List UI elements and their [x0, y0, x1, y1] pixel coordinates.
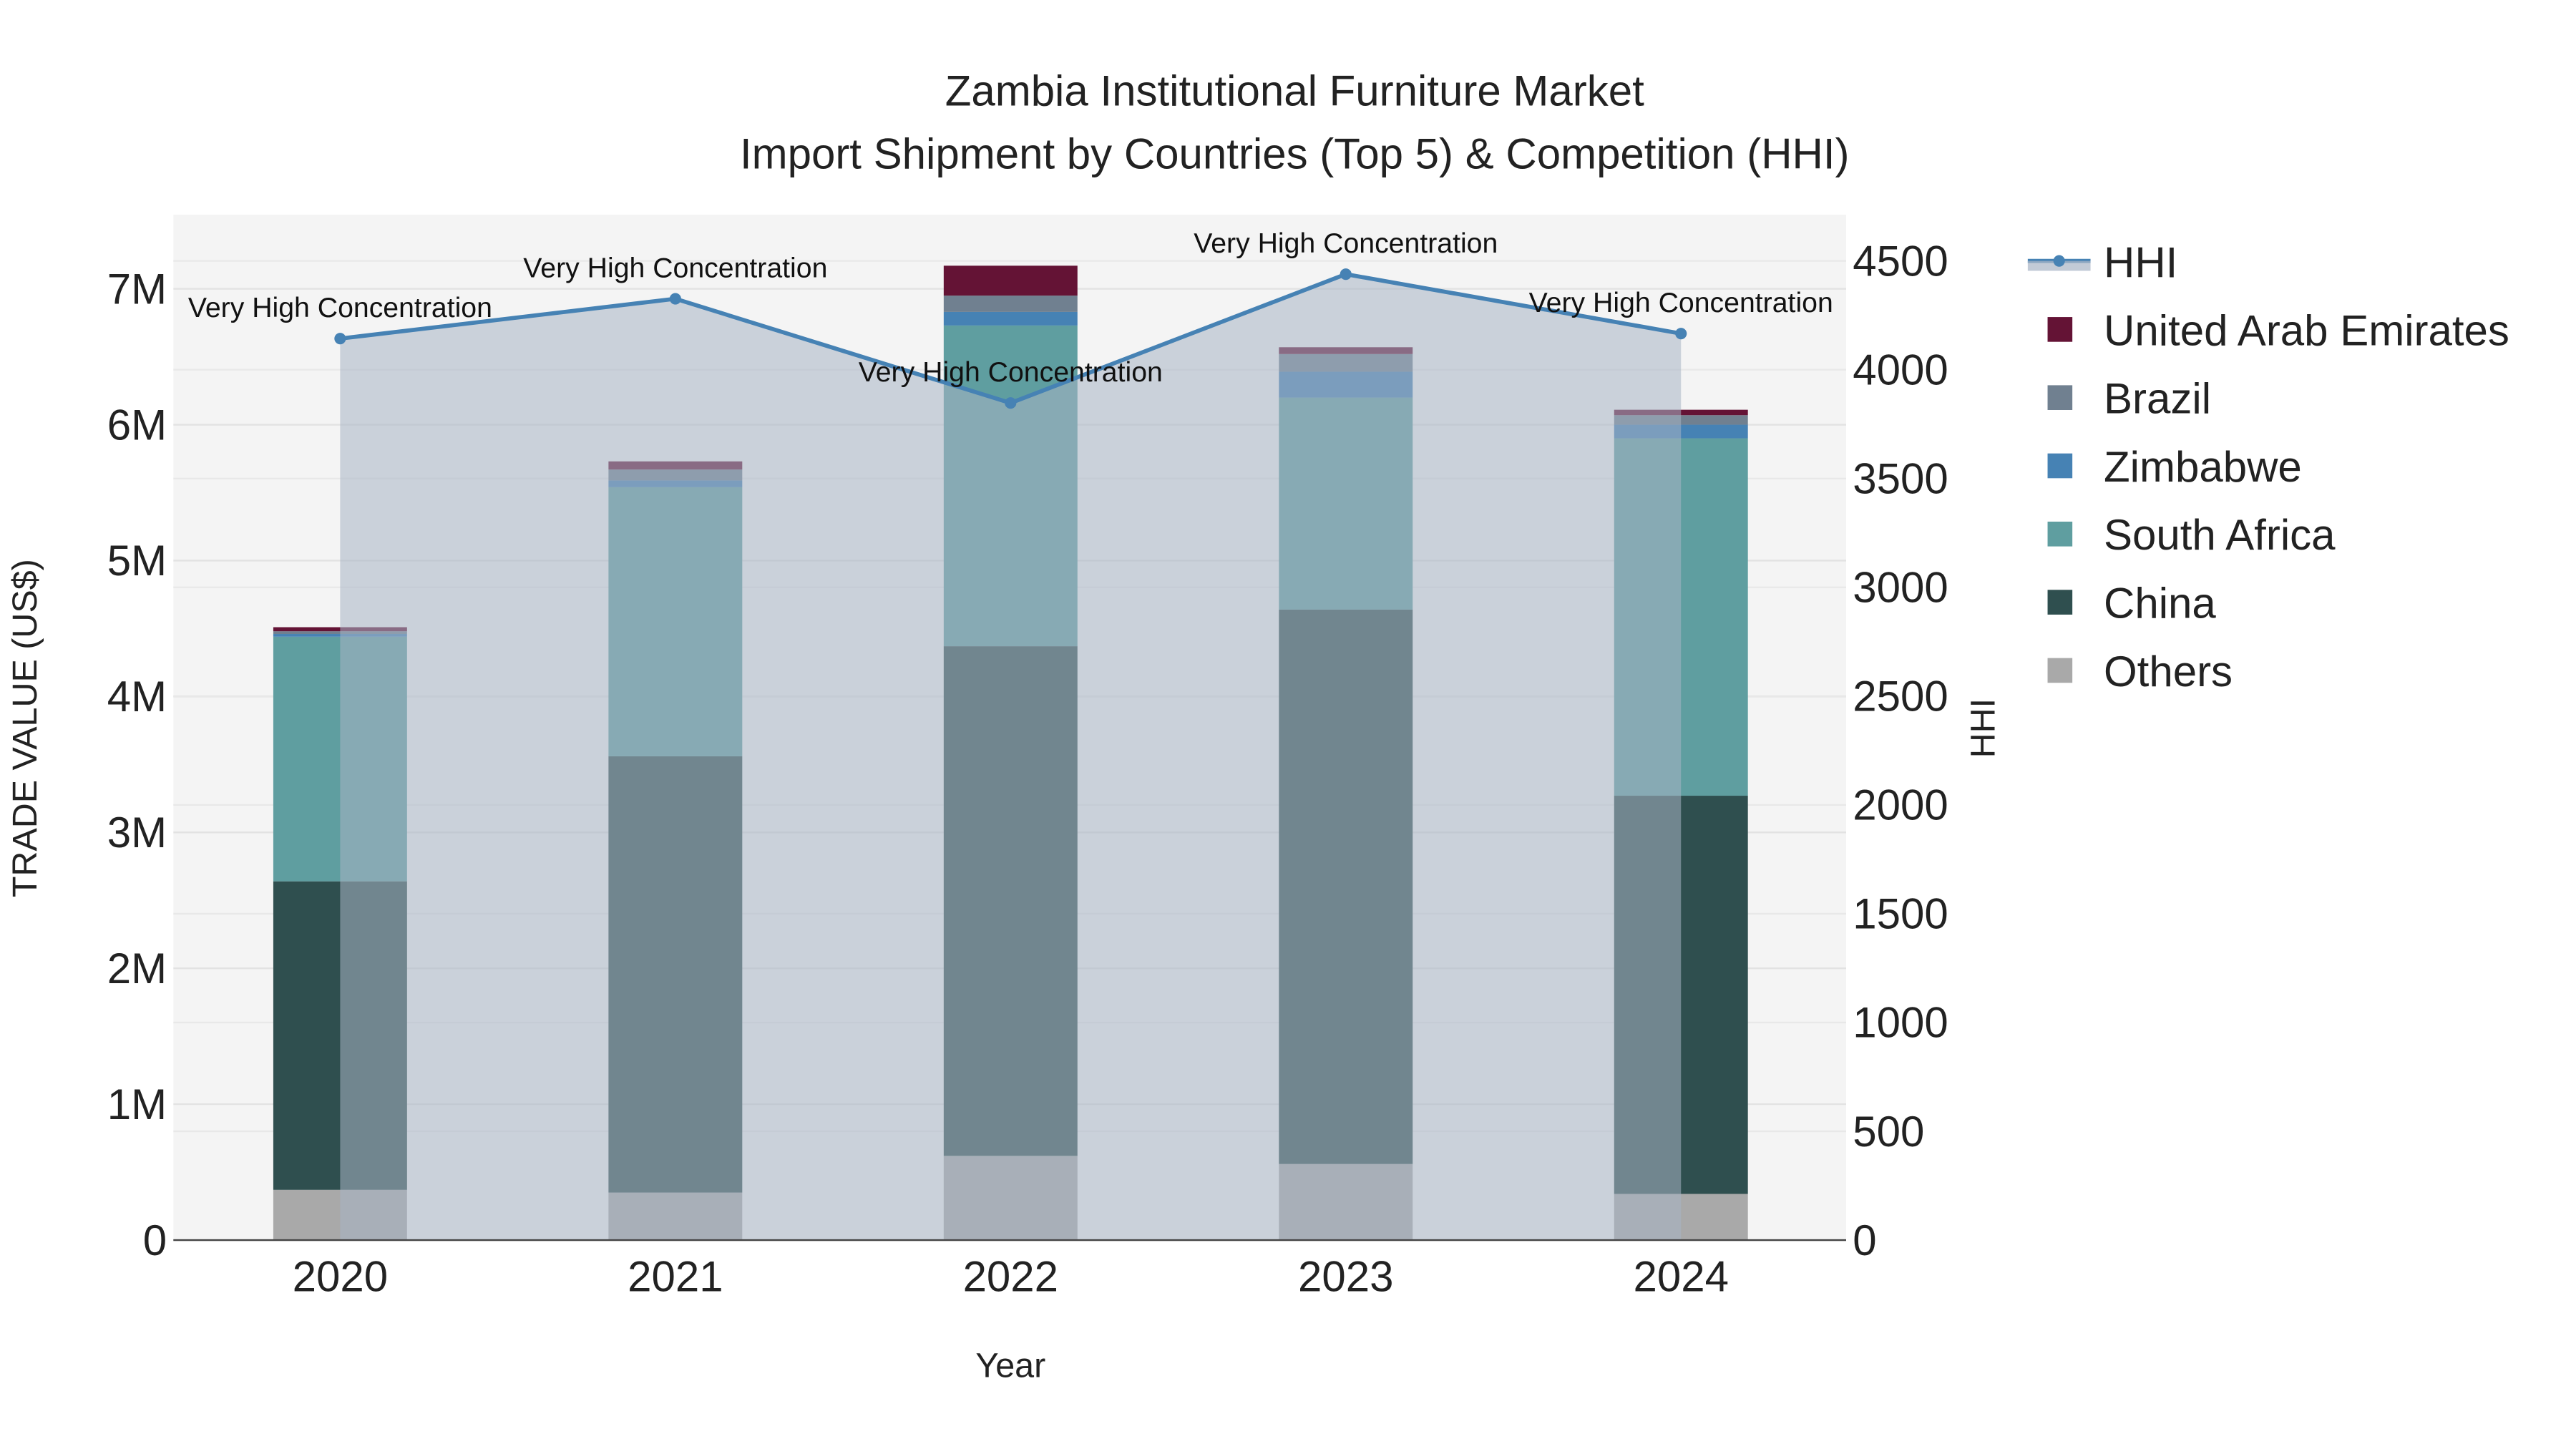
hhi-annotation: Very High Concentration	[188, 292, 492, 323]
y2-tick-label: 3000	[1853, 564, 1948, 612]
y-tick-label: 1M	[107, 1080, 167, 1128]
bar-zimbabwe	[273, 634, 407, 637]
legend-swatch-icon	[2047, 317, 2073, 342]
x-axis-ticks: 2020 2021 2022 2023 2024	[293, 1253, 1729, 1301]
y-tick-label: 0	[143, 1216, 167, 1264]
y-tick-label: 6M	[107, 401, 167, 449]
legend-label: United Arab Emirates	[2104, 306, 2509, 354]
legend-label: Others	[2104, 648, 2233, 696]
y-tick-label: 2M	[107, 945, 167, 992]
hhi-annotation: Very High Concentration	[523, 253, 827, 284]
legend-swatch-icon	[2047, 453, 2073, 479]
y2-tick-label: 2500	[1853, 673, 1948, 721]
legend-swatch-icon	[2047, 590, 2073, 615]
hhi-annotation: Very High Concentration	[1529, 287, 1833, 318]
x-axis-title: Year	[975, 1347, 1045, 1385]
y2-tick-label: 4500	[1853, 237, 1948, 285]
legend-swatch-icon	[2047, 385, 2073, 410]
y2-tick-label: 4000	[1853, 346, 1948, 394]
chart-subtitle: Import Shipment by Countries (Top 5) & C…	[740, 130, 1850, 177]
y-axis-ticks: 0 1M 2M 3M 4M 5M 6M 7M	[107, 265, 167, 1264]
x-tick-label: 2020	[293, 1253, 388, 1301]
legend-label: Brazil	[2104, 375, 2211, 423]
hhi-point	[669, 293, 681, 305]
bar-zimbabwe	[943, 311, 1078, 326]
x-tick-label: 2022	[963, 1253, 1058, 1301]
legend-label: China	[2104, 580, 2216, 628]
y-tick-label: 5M	[107, 537, 167, 585]
y-tick-label: 3M	[107, 809, 167, 857]
hhi-point	[1005, 397, 1017, 409]
y2-tick-label: 1000	[1853, 999, 1948, 1047]
y2-tick-label: 0	[1853, 1216, 1876, 1264]
hhi-annotation: Very High Concentration	[859, 356, 1163, 388]
legend-swatch-icon	[2047, 522, 2073, 547]
y-tick-label: 7M	[107, 265, 167, 313]
bar-brazil	[943, 296, 1078, 312]
y-axis-title: TRADE VALUE (US$)	[6, 559, 44, 897]
y2-tick-label: 3500	[1853, 454, 1948, 502]
legend-hhi-marker-icon	[2053, 255, 2065, 267]
hhi-point	[334, 333, 346, 345]
x-tick-label: 2024	[1633, 1253, 1728, 1301]
bar-brazil	[273, 631, 407, 635]
legend-swatch-icon	[2047, 658, 2073, 683]
y2-tick-label: 1500	[1853, 890, 1948, 938]
y2-tick-label: 500	[1853, 1108, 1924, 1156]
legend-label: South Africa	[2104, 511, 2336, 559]
hhi-point	[1675, 328, 1687, 340]
chart-title: Zambia Institutional Furniture Market	[945, 67, 1644, 115]
x-tick-label: 2021	[628, 1253, 723, 1301]
legend-label-hhi: HHI	[2104, 239, 2177, 287]
legend-label: Zimbabwe	[2104, 443, 2302, 491]
y-tick-label: 4M	[107, 673, 167, 721]
hhi-area	[340, 274, 1682, 1241]
hhi-annotation: Very High Concentration	[1194, 228, 1498, 259]
y2-axis-ticks: 0 500 1000 1500 2000 2500 3000 3500 4000 4500	[1853, 237, 1948, 1264]
bar-united-arab-emirates	[943, 265, 1078, 296]
legend: HHI United Arab Emirates Brazil Zimbabwe Sou…	[2027, 239, 2509, 696]
bar-united-arab-emirates	[1614, 409, 1748, 416]
y2-axis-title: HHI	[1964, 698, 2003, 758]
y2-tick-label: 2000	[1853, 781, 1948, 829]
x-tick-label: 2023	[1298, 1253, 1393, 1301]
hhi-point	[1340, 268, 1352, 280]
bar-united-arab-emirates	[273, 627, 407, 632]
hhi-series: Very High Concentration Very High Concent…	[188, 228, 1833, 1241]
